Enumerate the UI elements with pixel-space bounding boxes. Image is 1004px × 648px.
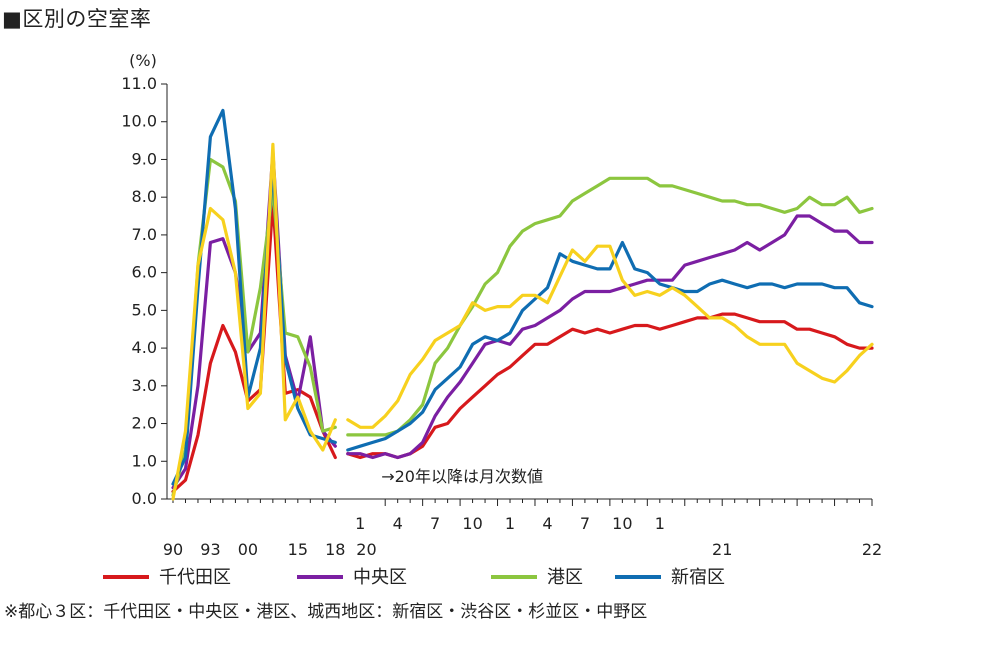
- series-line-annual: [171, 157, 337, 497]
- x-tick-label: 4: [393, 514, 403, 533]
- y-tick-label: 6.0: [132, 263, 157, 282]
- x-tick-label: 1: [355, 514, 365, 533]
- series-line-monthly: [346, 176, 874, 437]
- legend-label: 中央区: [353, 567, 407, 588]
- legend-label: 千代田区: [159, 567, 231, 588]
- series-line-annual: [171, 150, 337, 490]
- chart-title: ■区別の空室率: [2, 7, 152, 31]
- y-tick-label: 7.0: [132, 225, 157, 244]
- x-tick-label: 21: [712, 540, 732, 559]
- x-tick-label: 18: [325, 540, 345, 559]
- x-tick-label: 1: [505, 514, 515, 533]
- legend-label: 港区: [547, 567, 583, 588]
- annotation: →20年以降は月次数値: [381, 467, 543, 486]
- x-tick-label: 10: [462, 514, 482, 533]
- axis-labels: 0.0 1.0 2.0 3.0 4.0 5.0 6.0 7.0 8.0 9.0 10.0 11.0 (%…: [121, 51, 882, 559]
- series-line-annual: [171, 108, 337, 486]
- series-line-monthly: [346, 240, 874, 452]
- y-tick-label: 11.0: [121, 74, 157, 93]
- x-tick-label: 4: [542, 514, 552, 533]
- x-tick-label: 93: [200, 540, 220, 559]
- x-tick-label: 7: [580, 514, 590, 533]
- footnote: ※都心３区：千代田区・中央区・港区、城西地区：新宿区・渋谷区・杉並区・中野区: [4, 602, 648, 622]
- series-line-monthly: [346, 244, 874, 429]
- x-tick-label: 1: [655, 514, 665, 533]
- legend: 千代田区 中央区 港区 新宿区: [103, 567, 725, 588]
- y-tick-label: 10.0: [121, 112, 157, 131]
- x-tick-label: 7: [430, 514, 440, 533]
- x-tick-label: 90: [163, 540, 183, 559]
- x-tick-label: 20: [356, 540, 376, 559]
- x-tick-label: 22: [862, 540, 882, 559]
- axes: [161, 83, 873, 506]
- y-tick-label: 0.0: [132, 489, 157, 508]
- x-tick-label: 00: [238, 540, 258, 559]
- series-line-annual: [171, 199, 337, 494]
- y-tick-label: 8.0: [132, 187, 157, 206]
- y-tick-label: 9.0: [132, 149, 157, 168]
- y-tick-label: 3.0: [132, 376, 157, 395]
- series-line-annual: [171, 142, 337, 501]
- series-lines: [171, 108, 874, 501]
- x-tick-label: 10: [612, 514, 632, 533]
- series-line-monthly: [346, 214, 874, 460]
- y-tick-label: 4.0: [132, 338, 157, 357]
- y-tick-label: 2.0: [132, 414, 157, 433]
- x-tick-label: 15: [288, 540, 308, 559]
- y-axis-label: (%): [129, 51, 157, 70]
- series-line-monthly: [346, 312, 874, 460]
- y-tick-label: 5.0: [132, 300, 157, 319]
- legend-label: 新宿区: [671, 567, 725, 588]
- y-tick-label: 1.0: [132, 451, 157, 470]
